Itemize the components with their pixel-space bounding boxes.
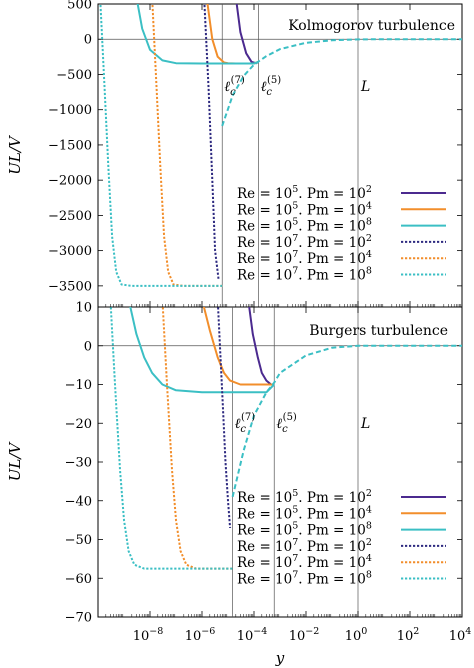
kolmogorov-series-5 bbox=[99, 4, 223, 287]
burgers-ylabel: UL/V bbox=[6, 441, 24, 482]
burgers-ytick-label: −30 bbox=[65, 456, 92, 471]
burgers-legend-label-2: Re = 105. Pm = 108 bbox=[237, 521, 372, 539]
burgers-series-5 bbox=[109, 307, 233, 570]
kolmogorov-series-2 bbox=[136, 4, 259, 65]
burgers-xtick-label: 10−6 bbox=[185, 626, 216, 644]
burgers-series-3 bbox=[217, 307, 232, 528]
kolmogorov-ytick-label: −3500 bbox=[48, 279, 92, 294]
kolmogorov-series-0 bbox=[235, 4, 260, 65]
kolmogorov-legend-label-0: Re = 105. Pm = 102 bbox=[237, 184, 372, 202]
kolmogorov-ytick-label: −3000 bbox=[48, 244, 92, 259]
burgers-xtick-label: 10−2 bbox=[289, 626, 320, 644]
kolmogorov-ytick-label: −2000 bbox=[48, 174, 92, 189]
burgers-xtick-label: 10−4 bbox=[237, 626, 268, 644]
burgers-series-2 bbox=[129, 307, 275, 394]
burgers-panel-title: Burgers turbulence bbox=[309, 323, 448, 339]
kolmogorov-ytick-label: −1000 bbox=[48, 103, 92, 118]
burgers-ytick-label: 10 bbox=[75, 301, 92, 316]
burgers-vline-label-2: L bbox=[360, 416, 370, 432]
burgers-xtick-label: 104 bbox=[449, 626, 472, 644]
burgers-ytick-label: −70 bbox=[65, 611, 92, 626]
burgers-legend-label-0: Re = 105. Pm = 102 bbox=[237, 488, 372, 506]
burgers-xtick-label: 100 bbox=[345, 626, 368, 644]
kolmogorov-ytick-label: −500 bbox=[56, 68, 92, 83]
kolmogorov-series-4 bbox=[151, 4, 223, 287]
burgers-legend-label-4: Re = 107. Pm = 104 bbox=[237, 553, 372, 571]
kolmogorov-ytick-label: 500 bbox=[67, 0, 92, 13]
burgers-series-1 bbox=[202, 307, 275, 386]
kolmogorov-series-1 bbox=[206, 4, 259, 65]
kolmogorov-legend-label-2: Re = 105. Pm = 108 bbox=[237, 217, 372, 235]
kolmogorov-panel: 500 0 −500 −1000 −1500 −2000 −2500 −3000 −3500 ℓc… bbox=[48, 0, 463, 308]
kolmogorov-vline-label-0: ℓc(7) bbox=[224, 75, 245, 98]
kolmogorov-ytick-label: −2500 bbox=[48, 209, 92, 224]
burgers-xtick-label: 10−8 bbox=[133, 626, 164, 644]
burgers-ytick-label: −40 bbox=[65, 494, 92, 509]
kolmogorov-ytick-label: −1500 bbox=[48, 138, 92, 153]
kolmogorov-legend-label-5: Re = 107. Pm = 108 bbox=[237, 266, 372, 284]
burgers-xtick-label: 102 bbox=[397, 626, 420, 644]
burgers-series-group bbox=[109, 307, 462, 570]
kolmogorov-ylabel: UL/V bbox=[6, 134, 24, 175]
burgers-ytick-label: −20 bbox=[65, 417, 92, 432]
burgers-ytick-label: −10 bbox=[65, 378, 92, 393]
xlabel: y bbox=[275, 649, 285, 667]
kolmogorov-series-3 bbox=[203, 4, 220, 279]
kolmogorov-ytick-label: 0 bbox=[84, 33, 92, 48]
burgers-vline-label-1: ℓc(5) bbox=[276, 412, 297, 435]
kolmogorov-series-6 bbox=[221, 38, 462, 127]
kolmogorov-vline-label-1: ℓc(5) bbox=[261, 75, 282, 98]
burgers-ytick-label: 0 bbox=[84, 339, 92, 354]
kolmogorov-vline-label-2: L bbox=[360, 79, 370, 95]
burgers-legend-label-3: Re = 107. Pm = 102 bbox=[237, 537, 372, 555]
burgers-ytick-label: −50 bbox=[65, 533, 92, 548]
burgers-series-0 bbox=[248, 307, 275, 386]
burgers-ytick-label: −60 bbox=[65, 572, 92, 587]
burgers-legend-label-5: Re = 107. Pm = 108 bbox=[237, 570, 372, 588]
kolmogorov-legend-label-1: Re = 105. Pm = 104 bbox=[237, 200, 372, 218]
burgers-series-4 bbox=[161, 307, 233, 570]
kolmogorov-panel-title: Kolmogorov turbulence bbox=[288, 18, 455, 34]
kolmogorov-series-group bbox=[99, 4, 462, 287]
burgers-series-6 bbox=[231, 344, 462, 498]
burgers-legend-label-1: Re = 105. Pm = 104 bbox=[237, 504, 372, 522]
kolmogorov-legend-label-4: Re = 107. Pm = 104 bbox=[237, 249, 372, 267]
kolmogorov-legend-label-3: Re = 107. Pm = 102 bbox=[237, 233, 372, 251]
